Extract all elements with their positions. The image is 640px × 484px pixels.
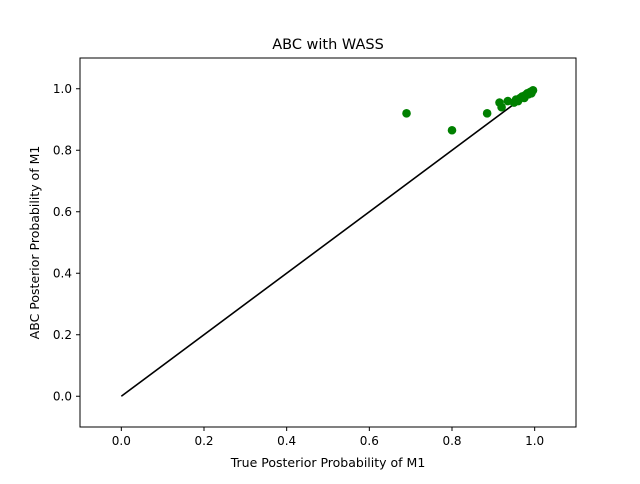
x-tick-label: 1.0 xyxy=(525,434,544,448)
y-axis-label: ABC Posterior Probability of M1 xyxy=(27,146,42,340)
plot-area xyxy=(120,85,538,397)
chart-title: ABC with WASS xyxy=(272,37,384,53)
y-tick-label: 0.8 xyxy=(53,143,72,157)
data-point-4 xyxy=(497,102,506,112)
x-axis-label: True Posterior Probability of M1 xyxy=(230,455,426,470)
data-point-19 xyxy=(528,85,538,95)
y-tick-label: 0.6 xyxy=(53,205,72,219)
y-tick-label: 1.0 xyxy=(53,82,72,96)
x-tick-label: 0.6 xyxy=(360,434,379,448)
y-tick-label: 0.2 xyxy=(53,328,72,342)
identity-line xyxy=(120,97,523,397)
y-tick-label: 0.4 xyxy=(53,266,72,280)
x-tick-label: 0.4 xyxy=(277,434,296,448)
x-tick-label: 0.0 xyxy=(112,434,131,448)
x-tick-label: 0.2 xyxy=(194,434,213,448)
x-tick-label: 0.8 xyxy=(442,434,461,448)
data-point-0 xyxy=(402,109,411,118)
data-point-1 xyxy=(447,125,457,135)
y-tick-label: 0.0 xyxy=(53,389,72,403)
y-axis: 0.0 0.2 0.4 0.6 0.8 1.0 xyxy=(53,82,80,403)
x-axis: 0.0 0.2 0.4 0.6 0.8 1.0 xyxy=(112,427,544,448)
data-point-2 xyxy=(482,109,492,118)
axes-frame xyxy=(79,57,577,428)
